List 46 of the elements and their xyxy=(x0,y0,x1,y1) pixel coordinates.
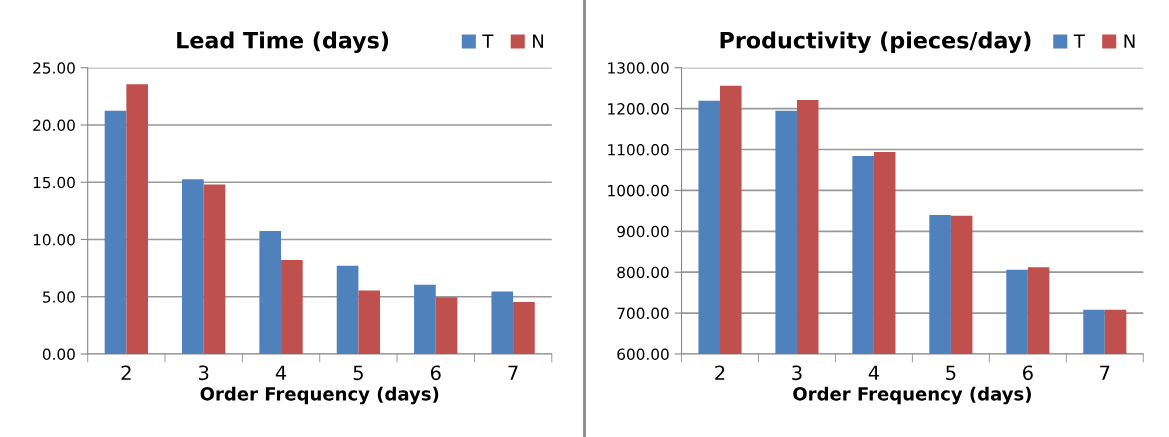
bar xyxy=(203,184,226,354)
y-tick-label: 900.00 xyxy=(617,225,669,238)
x-tick-label: 4 xyxy=(275,365,287,380)
x-tick-label: 2 xyxy=(121,365,131,380)
bar xyxy=(414,284,436,354)
bar xyxy=(182,179,204,354)
y-tick-label: 20.00 xyxy=(33,119,75,131)
y-tick-label: 15.00 xyxy=(33,176,75,189)
x-axis-title: Order Frequency (days) xyxy=(793,386,1031,405)
chart-title: Lead Time (days) xyxy=(177,31,389,54)
bar xyxy=(513,301,535,354)
bar xyxy=(491,291,514,354)
legend-label: T xyxy=(1073,34,1085,48)
y-tick-label: 1100.00 xyxy=(608,143,669,156)
y-tick-label: 600.00 xyxy=(617,348,669,360)
x-tick-label: 5 xyxy=(353,365,363,381)
y-tick-label: 10.00 xyxy=(33,233,75,246)
x-tick-label: 3 xyxy=(199,365,209,381)
bar xyxy=(281,260,303,354)
x-tick-label: 7 xyxy=(1100,365,1110,380)
chart-title: Productivity (pieces/day) xyxy=(720,31,1031,54)
y-tick-label: 1200.00 xyxy=(608,103,669,115)
y-tick-label: 25.00 xyxy=(33,62,75,74)
bar xyxy=(104,110,127,354)
legend-label: N xyxy=(533,34,544,48)
y-tick-label: 1300.00 xyxy=(608,62,669,74)
x-tick-label: 7 xyxy=(508,365,518,380)
x-tick-label: 5 xyxy=(946,365,956,381)
x-axis-title: Order Frequency (days) xyxy=(200,386,439,405)
bar xyxy=(435,297,458,354)
legend-label: T xyxy=(482,34,494,48)
bar xyxy=(358,290,381,354)
y-tick-label: 1000.00 xyxy=(608,184,669,197)
bar xyxy=(126,84,149,354)
y-tick-label: 800.00 xyxy=(617,266,669,279)
x-tick-label: 2 xyxy=(715,365,725,380)
x-tick-label: 6 xyxy=(1023,365,1033,381)
y-tick-label: 0.00 xyxy=(42,348,75,360)
legend-label: N xyxy=(1124,34,1135,48)
x-tick-label: 4 xyxy=(868,365,880,380)
x-tick-label: 6 xyxy=(430,365,441,381)
bar xyxy=(336,265,359,354)
bar xyxy=(259,230,282,354)
y-tick-label: 5.00 xyxy=(43,291,75,303)
x-tick-label: 3 xyxy=(792,365,802,381)
y-tick-label: 700.00 xyxy=(617,307,669,320)
